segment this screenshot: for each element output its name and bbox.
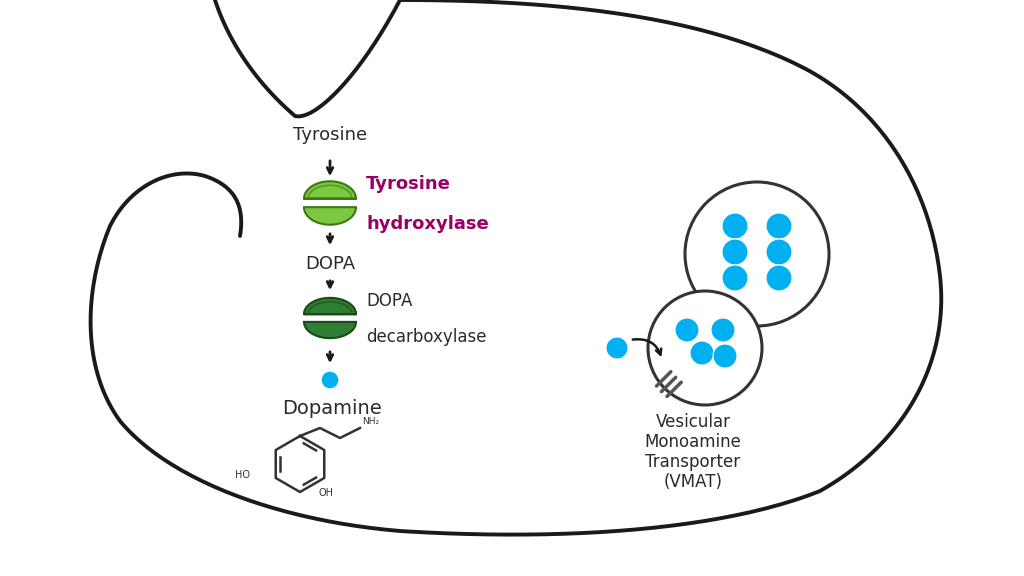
Text: DOPA: DOPA [366, 292, 413, 310]
Text: Vesicular: Vesicular [655, 413, 730, 431]
Circle shape [321, 371, 339, 389]
Text: hydroxylase: hydroxylase [366, 215, 488, 233]
Circle shape [722, 265, 748, 291]
Circle shape [766, 265, 792, 291]
Polygon shape [304, 207, 356, 225]
Circle shape [711, 318, 735, 342]
Text: Tyrosine: Tyrosine [366, 175, 451, 193]
Text: Monoamine: Monoamine [644, 433, 741, 451]
Circle shape [766, 239, 792, 265]
Circle shape [675, 318, 699, 342]
Text: Dopamine: Dopamine [283, 399, 382, 418]
Text: NH₂: NH₂ [362, 417, 379, 426]
Text: (VMAT): (VMAT) [664, 473, 723, 491]
Circle shape [648, 291, 762, 405]
Polygon shape [304, 322, 356, 338]
Text: HO: HO [234, 470, 250, 480]
Circle shape [685, 182, 829, 326]
Circle shape [766, 213, 792, 239]
Circle shape [722, 239, 748, 265]
Circle shape [606, 337, 628, 359]
Text: OH: OH [318, 488, 334, 498]
Polygon shape [304, 181, 356, 199]
Circle shape [722, 213, 748, 239]
Text: Tyrosine: Tyrosine [293, 126, 367, 144]
Polygon shape [304, 298, 356, 314]
Circle shape [713, 344, 737, 368]
Text: Transporter: Transporter [645, 453, 740, 471]
Text: decarboxylase: decarboxylase [366, 328, 486, 346]
Circle shape [690, 341, 714, 365]
Text: DOPA: DOPA [305, 255, 355, 273]
